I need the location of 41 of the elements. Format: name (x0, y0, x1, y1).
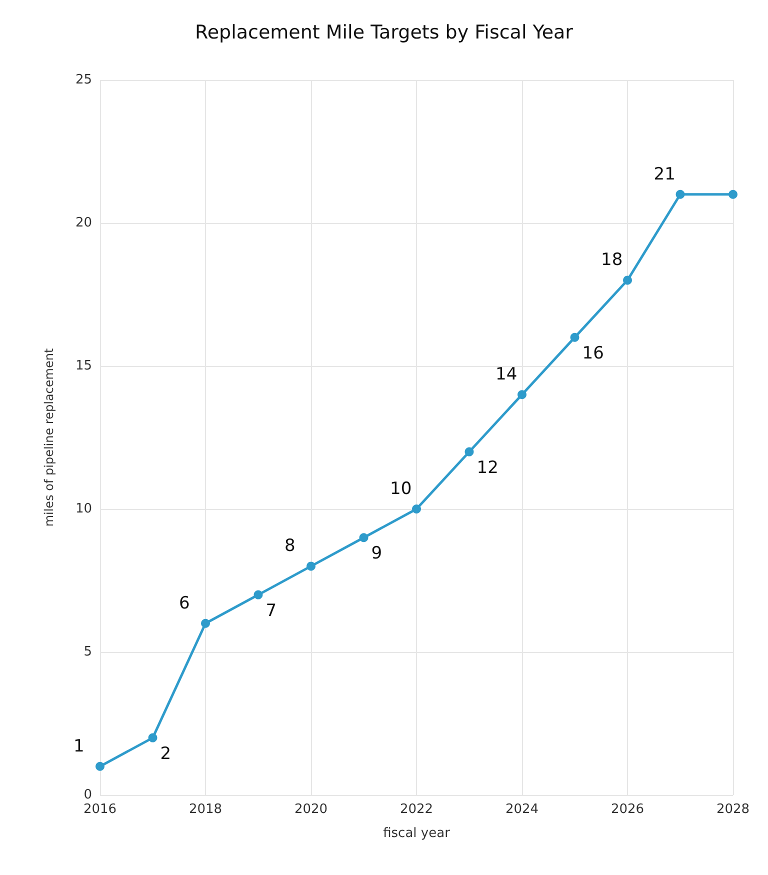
point (570, 332, 580, 342)
x-tick-label: 2026 (610, 802, 644, 817)
point (728, 190, 738, 199)
y-tick-label: 25 (75, 72, 92, 88)
y-tick-label: 20 (75, 216, 92, 230)
data-label: 14 (496, 364, 518, 385)
y-tick-label: 10 (75, 502, 92, 516)
data-label: 10 (390, 479, 412, 499)
point (306, 562, 316, 571)
x-tick-label: 2020 (294, 802, 328, 817)
point (464, 447, 474, 456)
data-label: 9 (371, 544, 382, 564)
point (676, 190, 685, 199)
y-tick-label: 0 (84, 788, 92, 802)
data-label: 7 (266, 600, 277, 621)
point (359, 533, 368, 542)
x-tick-label: 2018 (188, 802, 222, 817)
data-label: 6 (179, 593, 190, 614)
data-label: 2 (160, 744, 172, 764)
data-label: 21 (654, 164, 676, 184)
x-tick-label: 2028 (716, 802, 750, 817)
point (518, 390, 526, 400)
x-tick-label: 2016 (83, 802, 117, 817)
chart-title: Replacement Mile Targets by Fiscal Year (195, 22, 574, 44)
y-tick-label: 5 (84, 644, 92, 660)
point (201, 618, 210, 628)
data-label: 16 (582, 343, 604, 364)
x-axis-title: fiscal year (383, 826, 451, 841)
y-tick-label: 15 (75, 358, 92, 374)
point (623, 276, 632, 285)
point (412, 504, 421, 514)
data-label: 1 (74, 736, 84, 756)
data-label: 18 (601, 250, 623, 270)
point (96, 762, 104, 771)
y-axis-title: miles of pipeline replacement (42, 348, 56, 527)
point (254, 590, 263, 600)
x-tick-label: 2022 (400, 802, 434, 817)
point (148, 733, 158, 742)
data-label: 8 (284, 536, 296, 556)
data-label: 12 (476, 458, 498, 478)
x-tick-label: 2024 (505, 802, 539, 817)
